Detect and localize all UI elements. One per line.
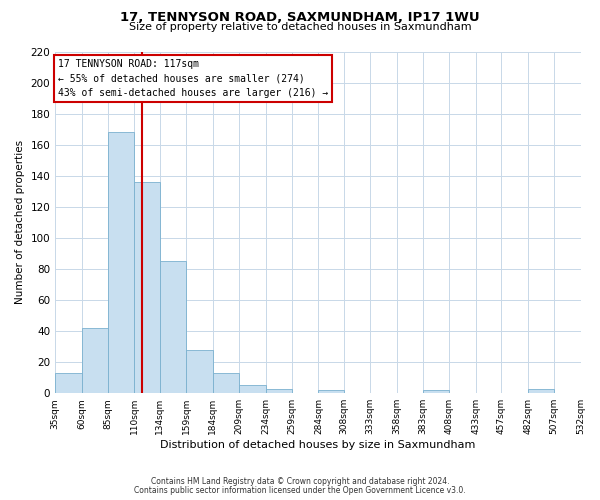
Bar	[55, 373, 82, 393]
Bar	[160, 261, 186, 393]
Bar	[527, 388, 554, 393]
Bar	[423, 390, 449, 393]
Bar	[239, 386, 266, 393]
Text: 17 TENNYSON ROAD: 117sqm
← 55% of detached houses are smaller (274)
43% of semi-: 17 TENNYSON ROAD: 117sqm ← 55% of detach…	[58, 60, 329, 98]
Bar	[266, 388, 292, 393]
Bar	[82, 328, 108, 393]
Bar	[186, 350, 212, 393]
Text: 17, TENNYSON ROAD, SAXMUNDHAM, IP17 1WU: 17, TENNYSON ROAD, SAXMUNDHAM, IP17 1WU	[120, 11, 480, 24]
Text: Contains HM Land Registry data © Crown copyright and database right 2024.: Contains HM Land Registry data © Crown c…	[151, 477, 449, 486]
Y-axis label: Number of detached properties: Number of detached properties	[15, 140, 25, 304]
X-axis label: Distribution of detached houses by size in Saxmundham: Distribution of detached houses by size …	[160, 440, 476, 450]
Bar	[108, 132, 134, 393]
Bar	[134, 182, 160, 393]
Text: Contains public sector information licensed under the Open Government Licence v3: Contains public sector information licen…	[134, 486, 466, 495]
Bar	[212, 373, 239, 393]
Text: Size of property relative to detached houses in Saxmundham: Size of property relative to detached ho…	[128, 22, 472, 32]
Bar	[319, 390, 344, 393]
